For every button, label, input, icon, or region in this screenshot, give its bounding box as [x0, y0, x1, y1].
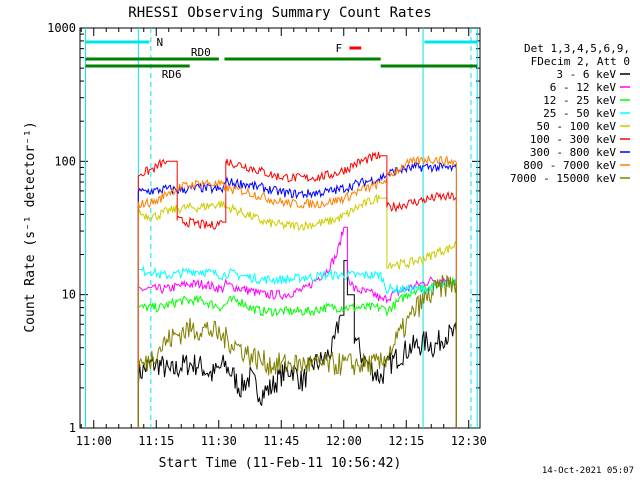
series-line	[137, 274, 457, 428]
chart-title: RHESSI Observing Summary Count Rates	[128, 5, 431, 21]
series-line	[137, 277, 457, 428]
y-tick-label: 1	[69, 421, 76, 435]
x-tick-label: 12:15	[388, 434, 424, 448]
x-tick-label: 12:00	[326, 434, 362, 448]
x-tick-label: 11:45	[263, 434, 299, 448]
x-tick-label: 11:15	[138, 434, 174, 448]
series-line	[137, 193, 457, 428]
x-tick-label: 12:30	[451, 434, 487, 448]
legend-entry-label: 300 - 800 keV	[530, 146, 616, 159]
legend-entry-label: 12 - 25 keV	[543, 94, 616, 107]
series-line	[137, 265, 457, 428]
legend-entry-label: 800 - 7000 keV	[523, 159, 616, 172]
decimation-bar-label: RD6	[162, 68, 182, 81]
timestamp: 14-Oct-2021 05:07	[541, 466, 634, 476]
plot-frame	[79, 27, 481, 429]
series-line	[137, 260, 457, 428]
legend-header: Det 1,3,4,5,6,9,	[524, 42, 630, 55]
legend-entry-label: 25 - 50 keV	[543, 107, 616, 120]
y-tick-label: 10	[62, 288, 76, 302]
legend-entry-label: 3 - 6 keV	[556, 68, 616, 81]
series-line	[137, 155, 457, 428]
series-line	[137, 151, 457, 428]
series-line	[137, 226, 457, 428]
night-bar-label: N	[156, 36, 163, 49]
flare-marker-label: F	[335, 42, 342, 55]
y-tick-label: 100	[54, 154, 76, 168]
legend-entry-label: 50 - 100 keV	[537, 120, 617, 133]
y-tick-label: 1000	[47, 21, 76, 35]
legend-header: FDecim 2, Att 0	[531, 55, 630, 68]
legend-entry-label: 7000 - 15000 keV	[510, 172, 616, 185]
x-tick-label: 11:00	[76, 434, 112, 448]
x-axis-label: Start Time (11-Feb-11 10:56:42)	[159, 456, 402, 471]
decimation-bar-label: RD0	[191, 46, 211, 59]
y-axis-label: Count Rate (s⁻¹ detector⁻¹)	[23, 121, 38, 332]
legend-entry-label: 100 - 300 keV	[530, 133, 616, 146]
x-tick-label: 11:30	[201, 434, 237, 448]
legend-entry-label: 6 - 12 keV	[550, 81, 617, 94]
